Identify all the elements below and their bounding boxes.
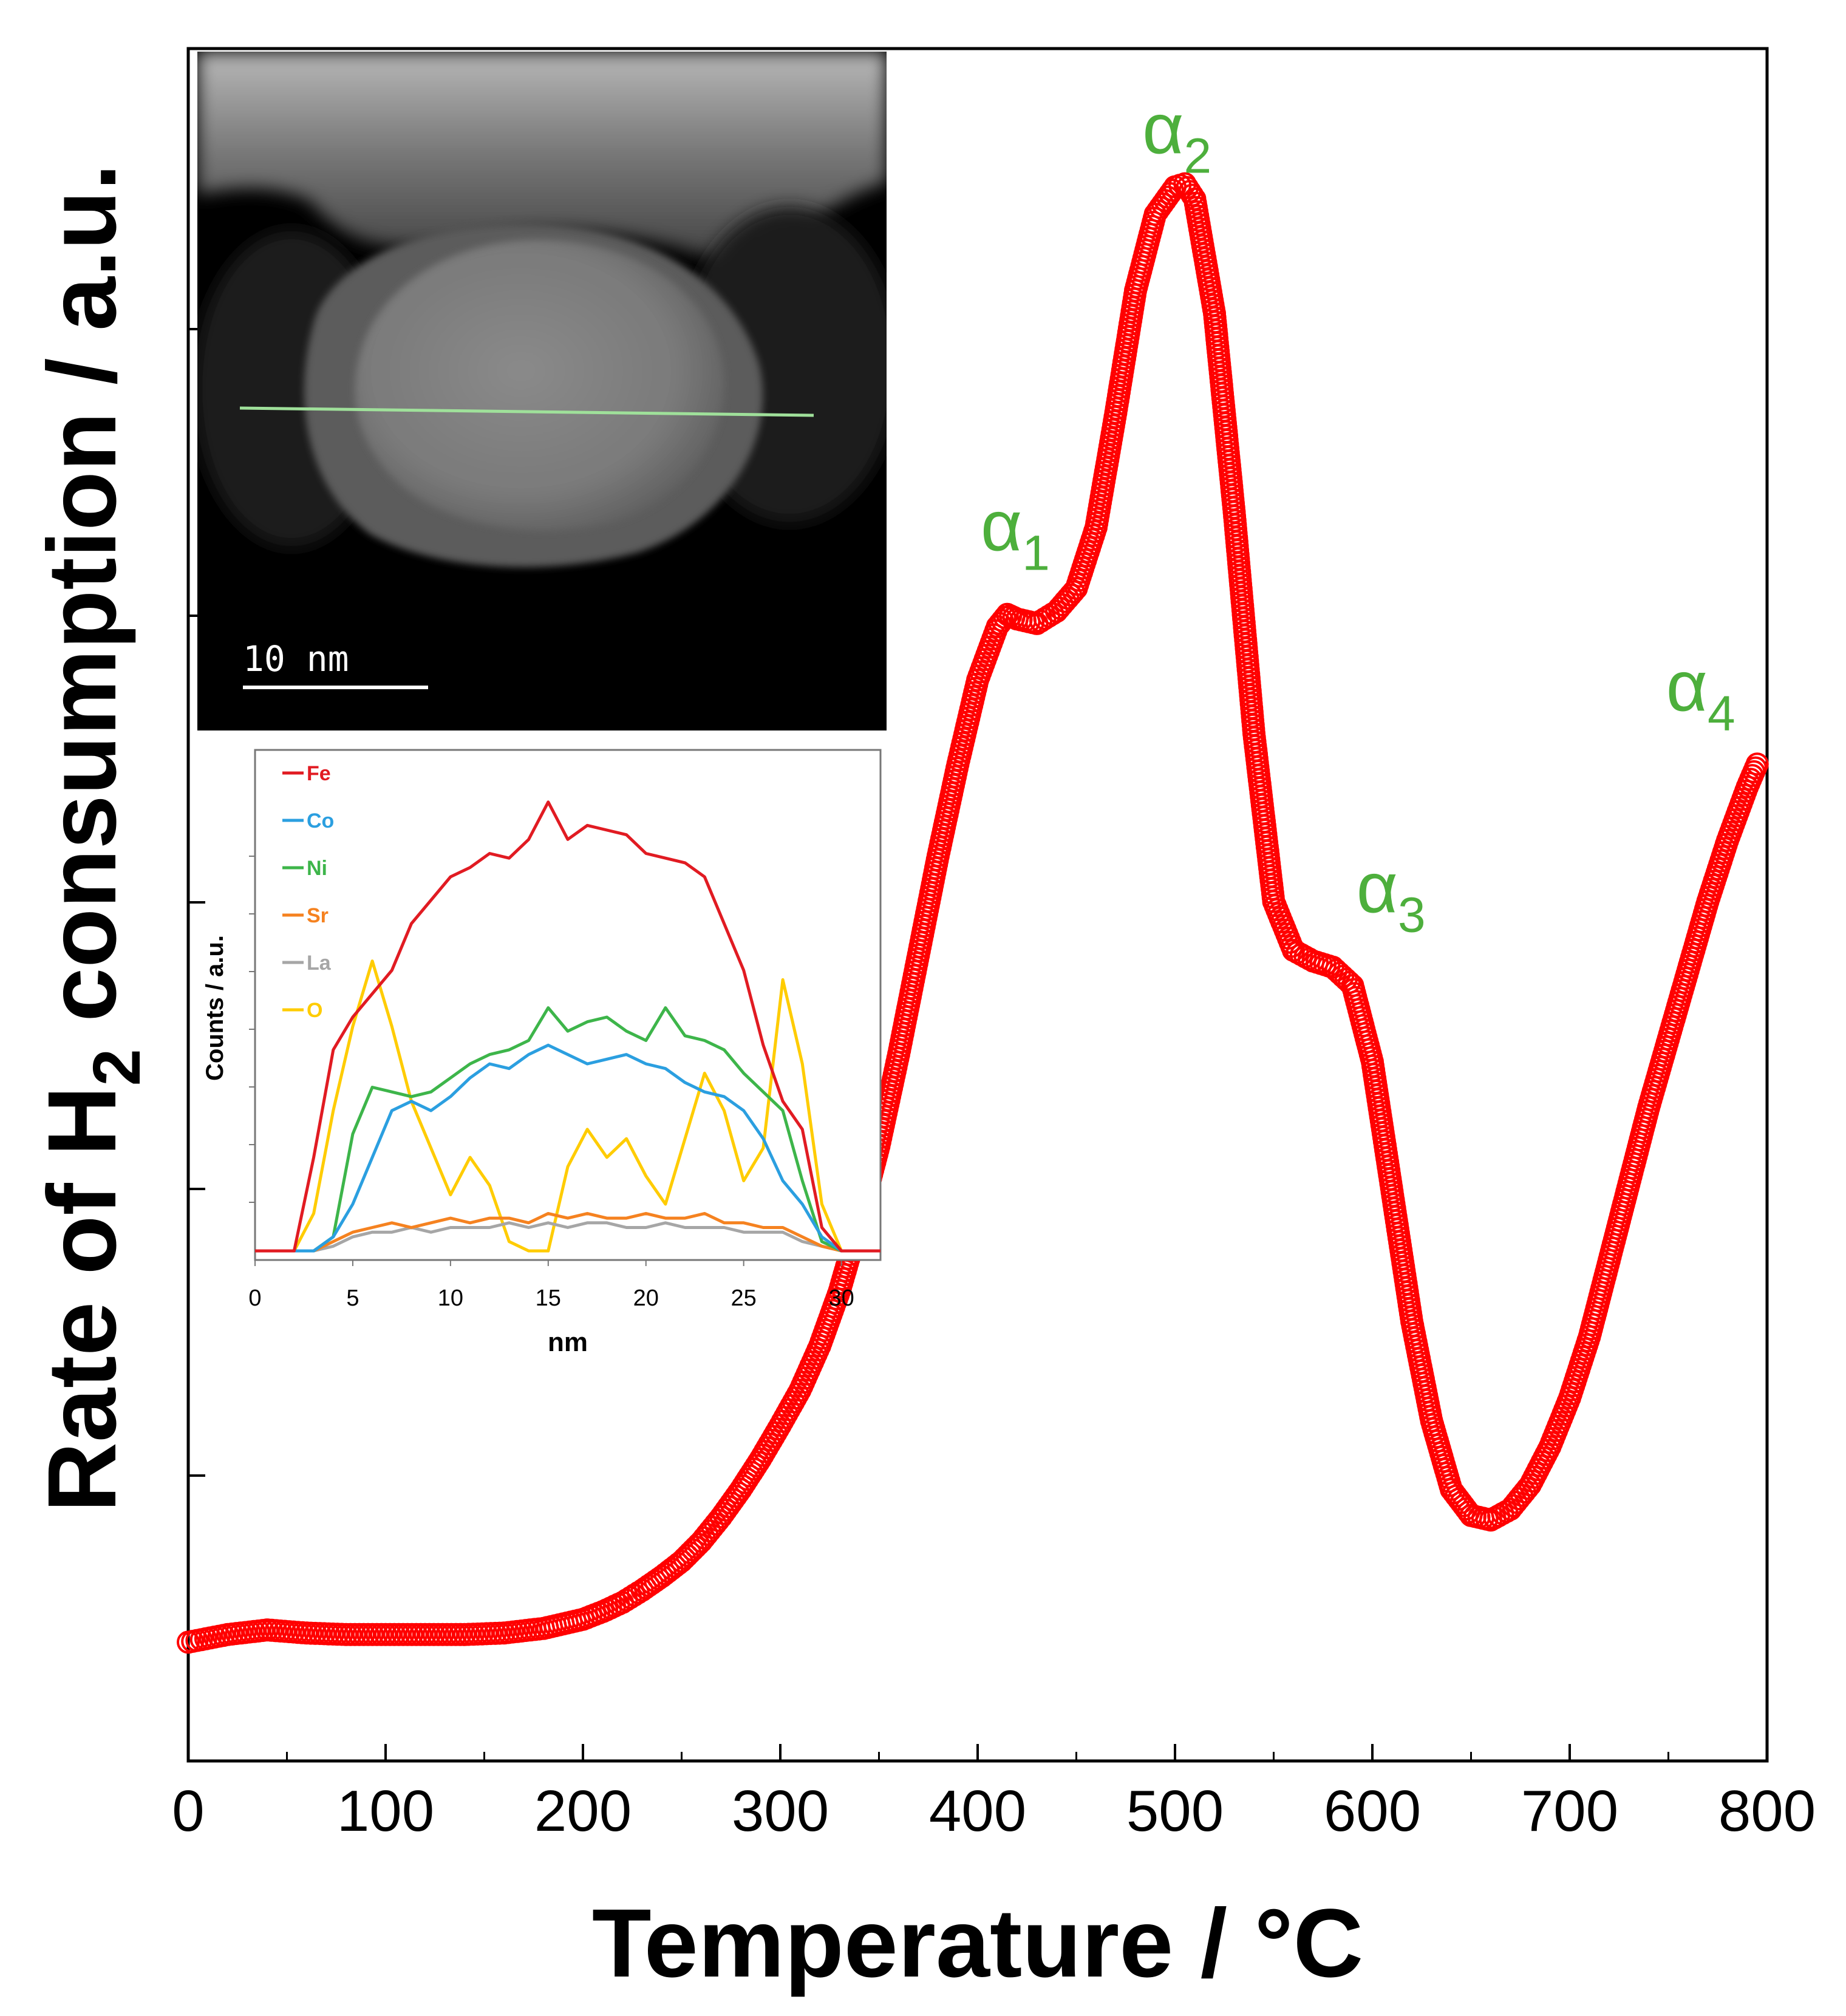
inset-series-O <box>255 959 880 1253</box>
peak-label-alpha2: α2 <box>1142 89 1211 183</box>
stem-micrograph: 10 nm <box>197 52 887 730</box>
x-tick-label: 500 <box>1126 1779 1224 1844</box>
legend-label-O: O <box>307 999 322 1022</box>
x-tick-label: 100 <box>337 1779 434 1844</box>
inset-series-Co <box>255 1043 880 1253</box>
inset-axes: 0 5 10 15 20 25 30 <box>248 856 854 1311</box>
inset-x-tick-label: 20 <box>633 1286 659 1311</box>
x-tick-label: 700 <box>1521 1779 1618 1844</box>
legend-label-Sr: Sr <box>307 904 329 927</box>
inset-series-Sr <box>255 1211 880 1253</box>
legend-label-Ni: Ni <box>307 857 327 880</box>
inset-x-tick-label: 0 <box>248 1286 261 1311</box>
data-point <box>1745 752 1769 776</box>
legend-label-La: La <box>307 952 332 975</box>
x-tick-label: 200 <box>534 1779 632 1844</box>
inset-series <box>255 800 880 1253</box>
x-tick-label: 400 <box>929 1779 1026 1844</box>
inset-x-tick-label: 30 <box>828 1286 854 1311</box>
main-axes: 0 100 200 300 400 500 600 700 800 <box>172 328 1816 1844</box>
inset-x-label: nm <box>548 1327 588 1357</box>
linescan-line <box>239 406 814 417</box>
inset-series-Ni <box>255 1006 880 1253</box>
peak-annotations: α1 α2 α3 α4 <box>981 89 1735 942</box>
legend-label-Fe: Fe <box>307 762 331 785</box>
eds-inset: 0 5 10 15 20 25 30 Fe Co Ni Sr La O nm Counts / a.u… <box>202 749 882 1357</box>
inset-x-tick-label: 5 <box>346 1286 359 1311</box>
x-tick-label: 800 <box>1718 1779 1816 1844</box>
scale-bar-label: 10 nm <box>243 638 349 679</box>
peak-label-alpha3: α3 <box>1357 848 1426 943</box>
x-tick-label: 0 <box>172 1779 204 1844</box>
legend-label-Co: Co <box>307 809 334 833</box>
y-axis-title: Rate of H2 consumption / a.u. <box>27 163 154 1512</box>
inset-x-tick-label: 10 <box>438 1286 463 1311</box>
inset-y-label: Counts / a.u. <box>202 935 228 1081</box>
inset-x-tick-label: 15 <box>536 1286 561 1311</box>
x-tick-label: 600 <box>1324 1779 1421 1844</box>
peak-label-alpha1: α1 <box>981 486 1050 581</box>
inset-series-La <box>255 1221 880 1253</box>
inset-legend: Fe Co Ni Sr La O <box>282 762 334 1022</box>
x-tick-label: 300 <box>732 1779 829 1844</box>
inset-series-Fe <box>255 800 880 1253</box>
peak-label-alpha4: α4 <box>1666 647 1735 741</box>
x-axis-title: Temperature / °C <box>592 1888 1363 1997</box>
inset-x-tick-label: 25 <box>731 1286 757 1311</box>
